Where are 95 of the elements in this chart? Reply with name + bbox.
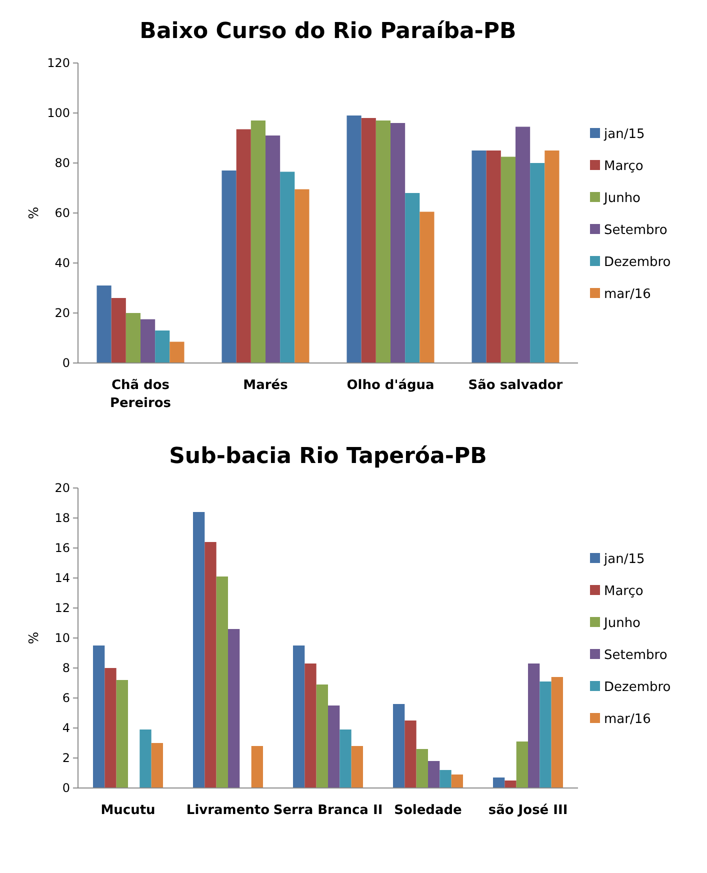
bar	[294, 189, 310, 363]
bar	[493, 778, 505, 788]
bar	[116, 680, 128, 788]
bar	[376, 120, 390, 363]
bar	[250, 120, 266, 363]
legend-label: Dezembro	[604, 680, 671, 695]
bar	[293, 646, 305, 788]
bar	[428, 761, 440, 788]
y-tick-label: 120	[47, 56, 70, 70]
bar	[111, 298, 126, 363]
y-tick-label: 18	[54, 511, 70, 525]
bar	[500, 156, 516, 363]
bar	[140, 730, 152, 788]
chart-title: Sub-bacia Rio Taperóa-PB	[169, 444, 487, 469]
y-tick-label: 10	[54, 631, 70, 645]
legend-label: mar/16	[604, 287, 651, 302]
x-tick-label: Mucutu	[100, 803, 156, 818]
y-tick-label: 20	[54, 306, 70, 320]
bar	[216, 576, 228, 788]
y-axis-title: %	[27, 632, 42, 644]
y-tick-label: 8	[62, 661, 70, 675]
legend-label: Setembro	[604, 648, 668, 663]
bar	[280, 172, 295, 363]
bar	[472, 150, 486, 363]
bar	[390, 123, 406, 363]
bar	[170, 342, 184, 363]
bar	[516, 742, 528, 788]
bar	[96, 286, 112, 363]
x-tick-label: Soledade	[394, 803, 462, 818]
bar	[140, 319, 156, 363]
legend-label: Setembro	[604, 223, 668, 238]
bar	[405, 193, 420, 363]
bar	[544, 150, 560, 363]
y-tick-label: 60	[54, 206, 70, 220]
x-tick-label: Chã dos Pereiros	[110, 378, 172, 411]
bar	[155, 330, 170, 363]
bar	[266, 136, 280, 363]
y-tick-label: 100	[47, 106, 70, 120]
x-tick-label: Olho d'água	[346, 378, 434, 393]
bar	[351, 746, 363, 788]
bar	[416, 749, 428, 788]
bar	[93, 646, 105, 788]
bar	[236, 129, 251, 363]
y-tick-label: 80	[54, 156, 70, 170]
y-tick-label: 14	[54, 571, 70, 585]
legend-label: mar/16	[604, 712, 651, 727]
y-axis-title: %	[27, 206, 42, 220]
legend-label: Dezembro	[604, 255, 671, 270]
legend-label: Junho	[603, 616, 641, 631]
bar	[540, 682, 552, 788]
legend-label: Junho	[603, 191, 641, 206]
bar	[222, 170, 236, 363]
bar	[104, 668, 116, 788]
chart-title: Baixo Curso do Rio Paraíba-PB	[140, 19, 516, 44]
legend-label: jan/15	[603, 127, 645, 142]
bar	[420, 212, 434, 363]
legend-label: jan/15	[603, 552, 645, 567]
bar	[328, 706, 340, 788]
bar	[530, 163, 545, 363]
y-tick-label: 40	[54, 256, 70, 270]
bar	[193, 512, 205, 788]
x-tick-label: Serra Branca II	[273, 803, 383, 818]
bar	[516, 126, 530, 363]
bar	[393, 704, 405, 788]
y-tick-label: 6	[62, 691, 70, 705]
bar	[126, 313, 140, 363]
y-tick-label: 20	[54, 481, 70, 495]
bar	[486, 150, 501, 363]
bar	[346, 116, 362, 363]
y-tick-label: 16	[54, 541, 70, 555]
bar	[251, 746, 263, 788]
bar	[304, 664, 316, 788]
bar	[528, 664, 540, 788]
legend-label: Março	[604, 159, 644, 174]
x-tick-label: são José III	[488, 803, 568, 818]
y-tick-label: 2	[62, 751, 70, 765]
bar	[228, 629, 240, 788]
x-tick-label: Marés	[243, 378, 288, 393]
bar	[340, 730, 352, 788]
bar	[440, 770, 452, 788]
x-tick-label: Livramento	[186, 803, 270, 818]
y-tick-label: 12	[54, 601, 70, 615]
y-tick-label: 0	[62, 781, 70, 795]
bar	[151, 743, 163, 788]
bar	[404, 720, 416, 788]
y-tick-label: 4	[62, 721, 70, 735]
y-tick-label: 0	[62, 356, 70, 370]
bar	[504, 780, 516, 788]
bar	[316, 684, 328, 788]
bar	[451, 774, 463, 788]
x-tick-label: São salvador	[468, 378, 564, 393]
bar	[204, 542, 216, 788]
bar	[361, 118, 376, 363]
legend-label: Março	[604, 584, 644, 599]
bar	[551, 677, 563, 788]
